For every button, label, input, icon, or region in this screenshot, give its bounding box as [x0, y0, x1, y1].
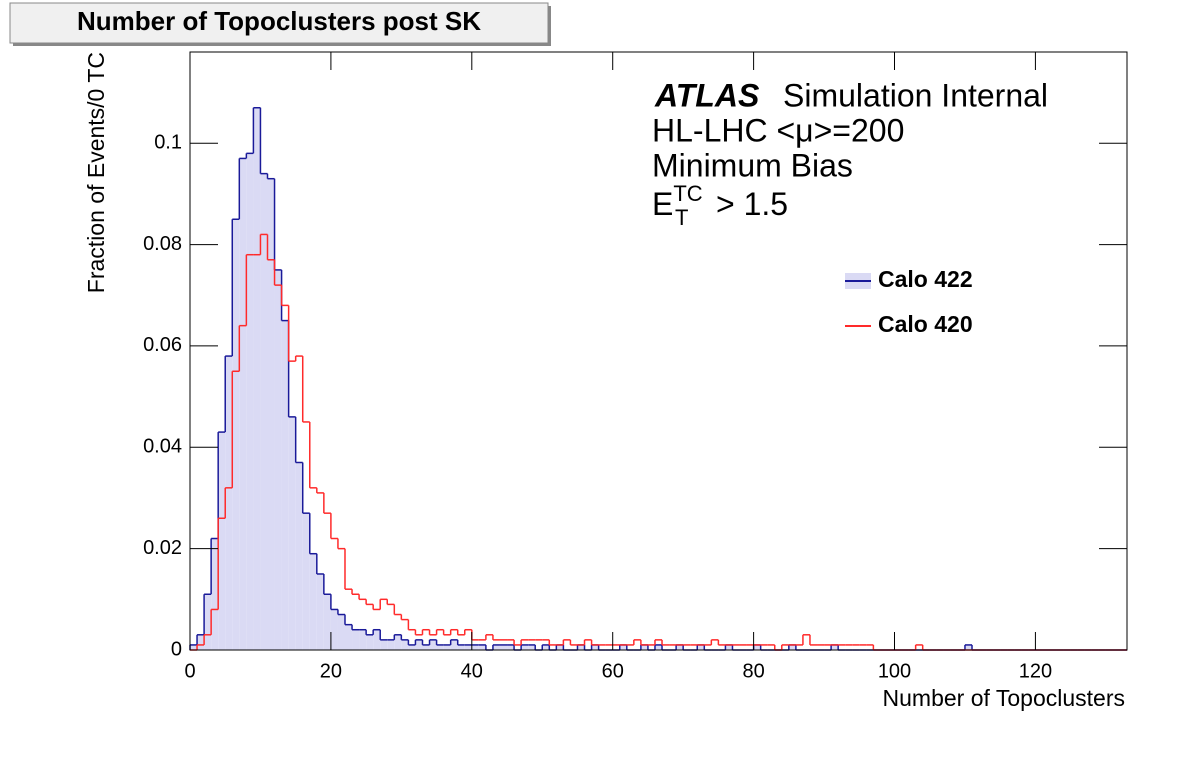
histogram-fill — [380, 639, 388, 650]
histogram-fill — [471, 644, 479, 650]
histogram-fill — [401, 639, 409, 650]
y-tick-label: 0.1 — [154, 132, 182, 154]
y-tick-label: 0.06 — [143, 334, 182, 356]
histogram-fill — [415, 639, 423, 650]
histogram-fill — [288, 416, 296, 650]
y-tick-label: 0.08 — [143, 233, 182, 255]
histogram-fill — [640, 644, 648, 650]
histogram-fill — [281, 320, 289, 650]
histogram-fill — [443, 644, 451, 650]
histogram-fill — [464, 644, 472, 650]
histogram-fill — [831, 644, 839, 650]
histogram-fill — [408, 644, 416, 650]
cut-label: ETC T > 1.5 — [652, 181, 788, 230]
histogram-fill — [309, 553, 317, 650]
histogram-fill — [316, 573, 324, 650]
cut-sup: TC — [673, 181, 702, 206]
x-tick-label: 120 — [1019, 660, 1052, 682]
histogram-fill — [492, 644, 500, 650]
legend-label: Calo 422 — [878, 266, 973, 292]
histogram-fill — [394, 634, 402, 650]
y-tick-label: 0 — [171, 638, 182, 660]
histogram-fill — [190, 644, 198, 650]
histogram-fill — [725, 644, 733, 650]
histogram-fill — [366, 634, 374, 650]
atlas-label: ATLAS — [654, 77, 760, 113]
histogram-fill — [302, 513, 310, 650]
cut-base: E — [652, 186, 673, 222]
histogram-fill — [788, 644, 796, 650]
x-tick-label: 80 — [742, 660, 764, 682]
histogram-fill — [450, 639, 458, 650]
cut-rest: > 1.5 — [716, 186, 788, 222]
histogram-fill — [267, 178, 275, 650]
histogram-fill — [218, 432, 226, 650]
histogram-fill — [274, 269, 282, 650]
histogram-fill — [352, 629, 360, 650]
histogram-fill — [387, 639, 395, 650]
x-tick-label: 60 — [602, 660, 624, 682]
cut-sub: T — [675, 205, 688, 230]
histogram-fill — [507, 644, 515, 650]
y-tick-label: 0.02 — [143, 537, 182, 559]
y-axis-label: Fraction of Events/0 TC — [83, 52, 109, 293]
title-box — [9, 2, 549, 44]
histogram-fill — [654, 644, 663, 650]
histogram-fill — [330, 609, 338, 650]
histogram-fill — [337, 614, 345, 650]
histogram-fill — [591, 644, 599, 650]
x-axis-label: Number of Topoclusters — [883, 685, 1125, 711]
annotation: Simulation Internal — [783, 77, 1048, 113]
annotation: Minimum Bias — [652, 147, 853, 183]
histogram-fill — [556, 644, 564, 650]
histogram-fill — [344, 624, 353, 650]
histogram-fill — [499, 644, 508, 650]
histogram-fill — [429, 639, 437, 650]
y-tick-label: 0.04 — [143, 436, 182, 458]
chart-title: Number of Topoclusters post SK — [77, 6, 481, 36]
histogram-fill — [436, 644, 444, 650]
histogram-fill — [697, 644, 705, 650]
legend-label: Calo 420 — [878, 311, 973, 337]
x-tick-label: 40 — [461, 660, 483, 682]
histogram-fill — [542, 644, 550, 650]
histogram-fill — [373, 629, 381, 650]
histogram-fill — [239, 158, 247, 651]
histogram-fill — [225, 356, 233, 650]
histogram-fill — [521, 644, 529, 650]
histogram-fill — [753, 644, 761, 650]
histogram-fill — [457, 644, 465, 650]
histogram-fill — [619, 644, 627, 650]
annotation: HL-LHC <μ>=200 — [652, 112, 904, 148]
histogram-fill — [197, 634, 205, 650]
histogram-fill — [246, 153, 254, 650]
x-tick-label: 20 — [320, 660, 342, 682]
histogram-fill — [204, 594, 212, 650]
plot-frame — [189, 51, 1128, 651]
histogram-fill — [323, 594, 331, 650]
histogram-fill — [478, 644, 486, 650]
histogram-fill — [676, 644, 684, 650]
x-tick-label: 100 — [878, 660, 911, 682]
histogram-fill — [295, 462, 303, 650]
histogram-fill — [964, 644, 973, 650]
histogram-fill — [211, 538, 219, 650]
histogram-fill — [359, 629, 367, 650]
histogram-fill — [528, 644, 536, 650]
histogram-fill — [253, 107, 261, 650]
histogram-fill — [422, 644, 430, 650]
histogram-fill — [232, 219, 240, 650]
histogram-fill — [577, 644, 585, 650]
x-tick-label: 0 — [184, 660, 195, 682]
histogram-fill — [260, 173, 268, 650]
